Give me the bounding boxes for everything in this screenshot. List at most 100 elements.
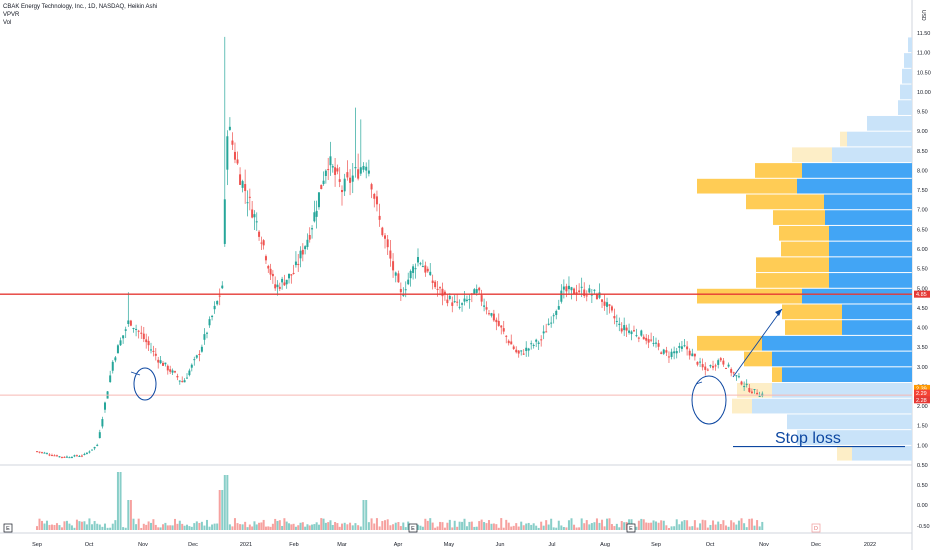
candle-body-126 [343, 178, 346, 192]
volume-bar-78 [231, 526, 234, 530]
candle-body-60 [186, 377, 188, 379]
volume-bar-103 [290, 524, 293, 530]
candle-body-3 [43, 452, 46, 454]
candle-body-47 [154, 353, 157, 356]
volume-bar-141 [384, 520, 387, 530]
volume-bar-28 [106, 527, 109, 530]
candle-body-69 [208, 319, 211, 326]
volume-bar-134 [365, 500, 368, 530]
candle-body-281 [735, 375, 738, 377]
candle-body-195 [517, 350, 520, 354]
volume-bar-247 [647, 522, 650, 530]
volume-bar-147 [399, 526, 402, 530]
indicator-vol[interactable]: Vol [3, 20, 12, 26]
volume-bar-267 [699, 523, 702, 530]
volume-bar-169 [453, 520, 456, 530]
candle-body-20 [85, 452, 88, 454]
volume-bar-185 [492, 523, 495, 530]
candle-body-198 [525, 347, 528, 352]
volume-bar-272 [712, 520, 715, 530]
volume-bar-110 [306, 524, 309, 530]
candle-body-125 [341, 189, 343, 193]
candle-body-161 [434, 281, 437, 288]
volume-bar-4 [45, 520, 48, 530]
volume-bar-284 [743, 523, 746, 530]
price-tick-15: 4.00 [917, 326, 928, 332]
volume-bar-181 [483, 522, 486, 530]
candle-body-152 [412, 266, 415, 273]
candle-body-113 [313, 212, 316, 222]
price-tick-2: 10.50 [917, 70, 931, 76]
vp-light-row-up-0 [908, 37, 912, 53]
candle-body-117 [322, 180, 325, 185]
candle-body-254 [665, 350, 668, 353]
volume-bar-1 [38, 518, 41, 530]
volume-bar-289 [756, 520, 759, 530]
volume-bar-172 [461, 521, 464, 530]
volume-bar-158 [426, 520, 429, 530]
vp-row-down-9 [782, 304, 842, 320]
vp-light-row-up-11 [797, 430, 912, 445]
candle-body-238 [625, 327, 628, 331]
candle-body-257 [673, 351, 676, 354]
vp-row-up-12 [772, 351, 912, 367]
time-label-1: Oct [85, 542, 94, 548]
candle-body-213 [562, 286, 565, 290]
volume-bar-23 [93, 521, 96, 530]
candle-body-207 [547, 323, 550, 325]
volume-bar-26 [101, 526, 104, 530]
symbol-line[interactable]: CBAK Energy Technology, Inc., 1D, NASDAQ… [3, 4, 158, 10]
volume-bar-281 [735, 524, 738, 530]
volume-bar-208 [550, 518, 553, 530]
volume-tick-1: 0.00 [917, 503, 928, 509]
volume-bar-173 [463, 518, 466, 530]
volume-bar-90 [260, 522, 263, 530]
volume-bar-73 [218, 490, 221, 530]
candle-body-70 [211, 315, 214, 318]
price-tick-3: 10.00 [917, 90, 931, 96]
candle-body-249 [652, 342, 655, 344]
volume-bar-277 [724, 525, 727, 530]
volume-bar-171 [458, 521, 461, 530]
candle-body-290 [758, 395, 761, 397]
volume-bar-43 [145, 524, 148, 530]
candle-body-27 [103, 402, 106, 410]
candle-body-142 [386, 239, 389, 248]
candle-body-228 [601, 299, 604, 302]
vp-light-row-up-1 [904, 53, 912, 68]
volume-bar-65 [198, 522, 201, 530]
small-arrow-1 [130, 371, 141, 376]
volume-bar-232 [610, 524, 613, 530]
candle-body-116 [320, 184, 323, 190]
time-label-4: 2021 [240, 542, 252, 548]
volume-bar-91 [262, 519, 265, 530]
candle-body-97 [276, 284, 279, 288]
volume-bar-22 [91, 524, 94, 530]
volume-bar-265 [693, 520, 696, 530]
volume-bar-213 [562, 527, 565, 530]
vp-row-up-9 [842, 304, 912, 320]
candle-body-143 [389, 250, 392, 259]
volume-bar-248 [650, 522, 653, 530]
volume-bar-179 [478, 521, 481, 530]
volume-bar-30 [111, 523, 114, 530]
price-tick-17: 3.00 [917, 365, 928, 371]
volume-bar-236 [620, 521, 623, 530]
candle-body-17 [78, 456, 81, 458]
arrow-line [732, 308, 783, 378]
volume-bar-25 [98, 524, 101, 530]
candle-body-23 [93, 446, 96, 449]
candle-body-227 [598, 292, 601, 298]
volume-bar-18 [80, 521, 83, 530]
volume-bar-5 [48, 524, 51, 530]
indicator-vpvr[interactable]: VPVR [3, 12, 20, 18]
volume-bar-2 [40, 520, 43, 530]
volume-bar-126 [343, 522, 346, 530]
volume-bar-29 [109, 527, 112, 530]
volume-bar-197 [522, 525, 525, 530]
volume-bar-139 [378, 526, 381, 530]
volume-bar-79 [233, 518, 236, 530]
volume-bar-253 [662, 520, 665, 530]
volume-bar-200 [530, 524, 533, 530]
